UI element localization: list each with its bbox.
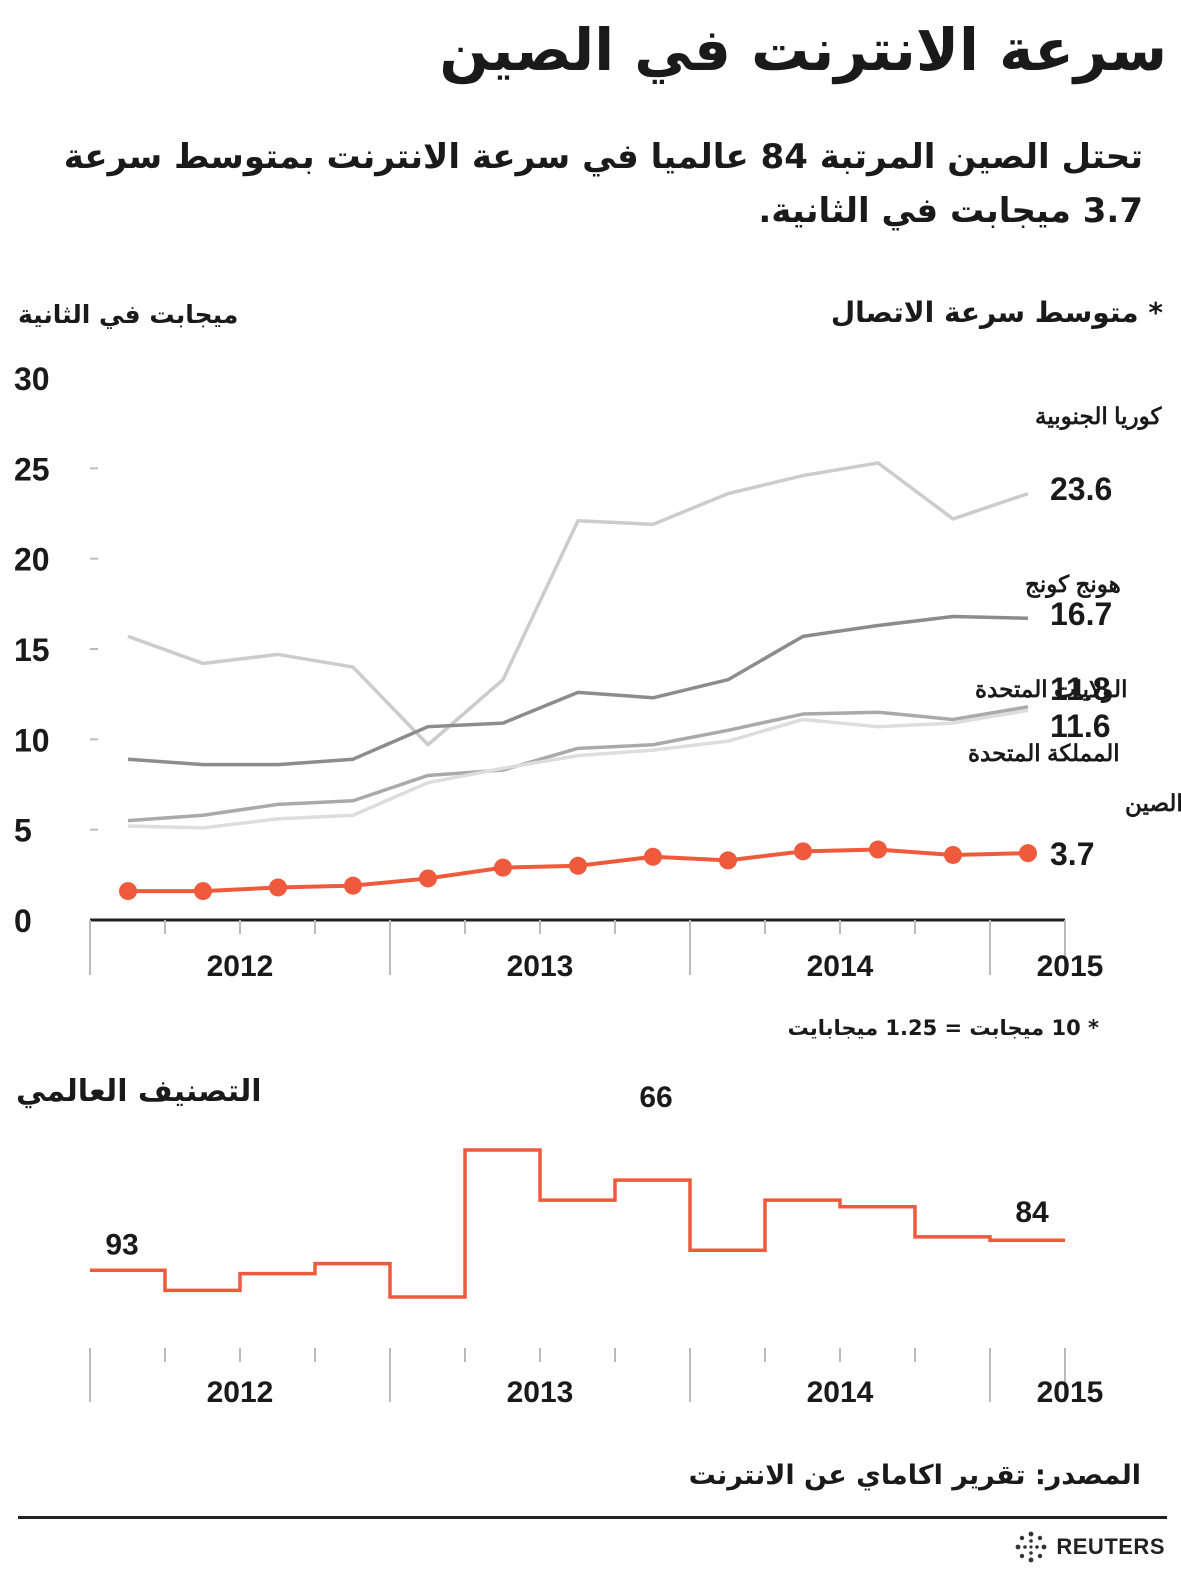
series-name-label: المملكة المتحدة (968, 740, 1120, 766)
reuters-dots-icon (1015, 1531, 1047, 1563)
series-line (127, 705, 1029, 823)
x-year-label: 2015 (1037, 1376, 1104, 1409)
data-point (1019, 844, 1037, 863)
series-end-value: 11.6 (1050, 708, 1111, 744)
y-tick-label: 25 (14, 451, 50, 487)
series-name-label: الولايات المتحدة (975, 676, 1127, 704)
rank-label-first: 93 (105, 1228, 138, 1261)
y-tick-label: 10 (14, 722, 50, 758)
y-axis-label: ميجابت في الثانية (18, 300, 239, 329)
rank-step-line (90, 1148, 1065, 1299)
series-end-value: 3.7 (1050, 836, 1094, 872)
y-tick-label: 20 (14, 542, 50, 578)
series-end-value: 16.7 (1050, 596, 1112, 632)
data-point (419, 869, 437, 888)
rank-chart-title: التصنيف العالمي (16, 1074, 262, 1109)
x-year-label: 2013 (507, 950, 574, 983)
series-line (127, 614, 1029, 767)
series-name-label: الصين (1125, 790, 1181, 818)
x-year-label: 2014 (807, 950, 874, 983)
data-point (119, 882, 137, 901)
data-point (794, 842, 812, 861)
data-point (944, 845, 962, 864)
speed-chart-title: * متوسط سرعة الاتصال (830, 296, 1163, 329)
page-subtitle: تحتل الصين المرتبة 84 عالميا في سرعة الا… (63, 137, 1143, 231)
series-end-value: 11.8 (1050, 671, 1111, 707)
brand-name: REUTERS (1056, 1534, 1165, 1559)
rank-label-peak: 66 (639, 1081, 672, 1114)
series-end-value: 23.6 (1050, 471, 1112, 507)
data-point (719, 851, 737, 870)
reuters-logo: REUTERS (1014, 1530, 1165, 1564)
x-year-label: 2012 (207, 950, 274, 983)
unit-footnote: * 10 ميجابت = 1.25 ميجابايت (787, 1016, 1099, 1040)
data-point (269, 878, 287, 897)
speed-chart: 0 5 10 15 20 25 30 2012 2013 2014 2015 كوريا الجنوب… (14, 361, 1181, 983)
y-tick-label: 30 (14, 361, 50, 397)
data-point (344, 876, 362, 895)
y-tick-label: 0 (14, 903, 32, 939)
data-point (869, 840, 887, 859)
data-point (569, 856, 587, 875)
x-year-label: 2013 (507, 1376, 574, 1409)
series-name-label: كوريا الجنوبية (1035, 403, 1163, 431)
data-point (194, 882, 212, 901)
y-tick-label: 5 (14, 813, 32, 849)
x-year-label: 2015 (1037, 950, 1104, 983)
x-year-label: 2012 (207, 1376, 274, 1409)
data-point (494, 858, 512, 877)
rank-label-last: 84 (1015, 1196, 1049, 1229)
series-line (127, 708, 1029, 830)
rank-chart: 93 66 84 2012 2013 2014 2015 (89, 1081, 1104, 1409)
series-line (127, 461, 1029, 747)
series-name-label: هونج كونج (1025, 571, 1121, 599)
footer-divider (18, 1516, 1167, 1519)
data-point (644, 847, 662, 866)
source-note: المصدر: تقرير اكاماي عن الانترنت (688, 1460, 1141, 1491)
x-year-label: 2014 (807, 1376, 874, 1409)
page-title: سرعة الانترنت في الصين (439, 16, 1167, 84)
y-tick-label: 15 (14, 632, 50, 668)
